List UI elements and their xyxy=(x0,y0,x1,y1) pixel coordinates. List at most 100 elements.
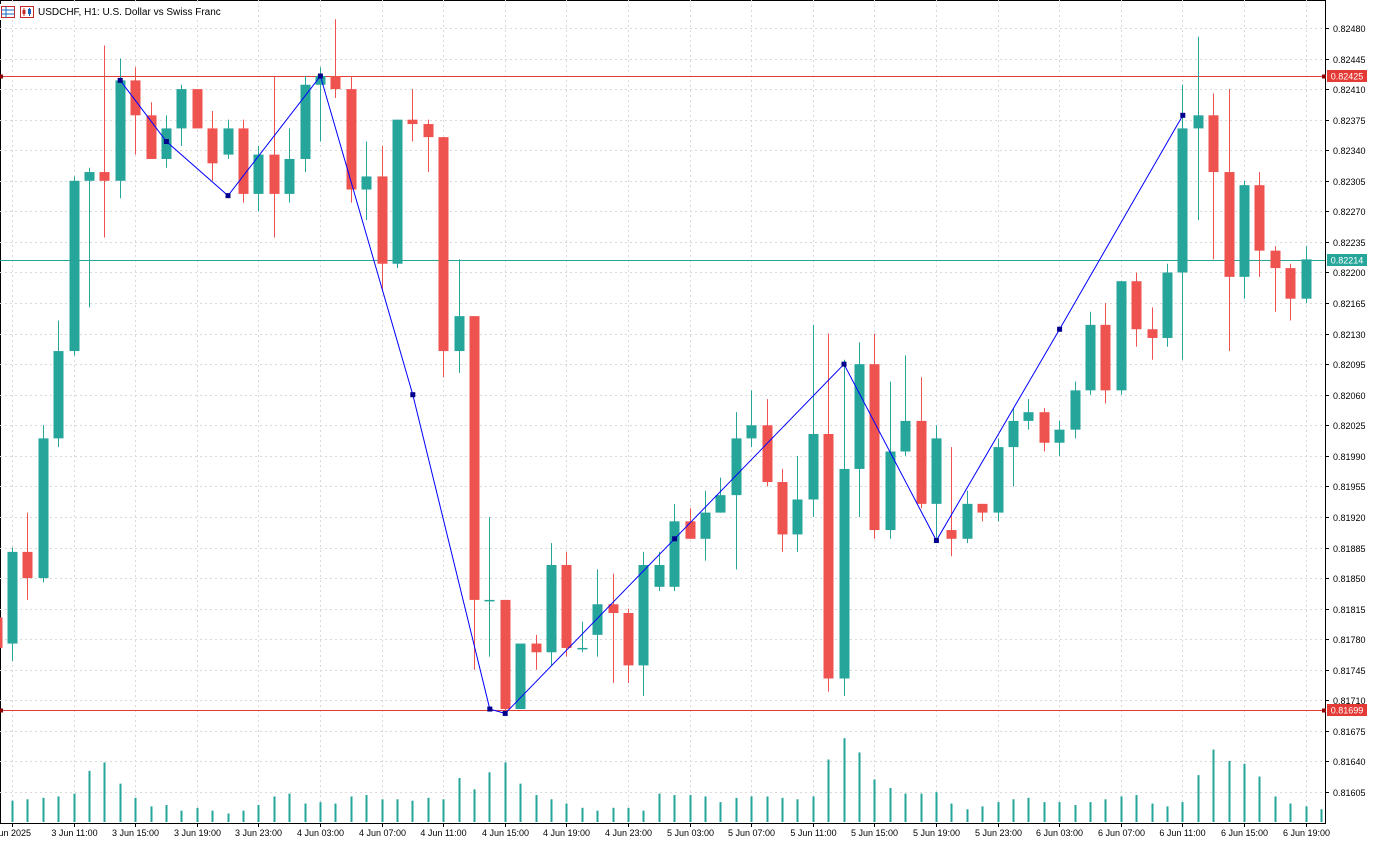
candle-bull xyxy=(715,495,726,513)
candle-bull xyxy=(577,647,588,650)
y-tick-label: 0.81955 xyxy=(1333,482,1366,492)
chart-candles-icon[interactable] xyxy=(20,6,34,18)
level-price-label: 0.81699 xyxy=(1331,706,1364,716)
candle-bull xyxy=(839,468,850,679)
candle-bull xyxy=(1301,259,1312,299)
y-tick-label: 0.82165 xyxy=(1333,299,1366,309)
y-tick-label: 0.81675 xyxy=(1333,727,1366,737)
candle-bear xyxy=(346,89,357,190)
y-tick-label: 0.82130 xyxy=(1333,330,1366,340)
level-line-handle[interactable] xyxy=(1322,708,1326,713)
candle-bull xyxy=(1193,115,1204,129)
y-tick-label: 0.82445 xyxy=(1333,55,1366,65)
x-tick-label: 4 Jun 07:00 xyxy=(359,828,406,838)
trendline-point[interactable] xyxy=(933,538,939,544)
candle-bear xyxy=(623,613,634,666)
y-tick-label: 0.82200 xyxy=(1333,268,1366,278)
zigzag-trendline[interactable] xyxy=(119,74,1184,714)
candle-bear xyxy=(22,551,33,579)
trendline-point[interactable] xyxy=(317,73,323,79)
y-tick-label: 0.81885 xyxy=(1333,544,1366,554)
level-price-badge xyxy=(1327,70,1367,82)
candle-bull xyxy=(1054,429,1065,443)
candle-bull xyxy=(7,551,18,644)
candle-bull xyxy=(654,564,665,587)
x-tick-label: 4 Jun 03:00 xyxy=(297,828,344,838)
x-tick-label: 6 Jun 03:00 xyxy=(1036,828,1083,838)
x-tick-label: 4 Jun 15:00 xyxy=(482,828,529,838)
x-tick-label: 5 Jun 19:00 xyxy=(913,828,960,838)
candle-bear xyxy=(1224,172,1235,277)
candle-bear xyxy=(946,530,957,539)
candle-bull xyxy=(223,128,234,155)
candle-bull xyxy=(638,564,649,666)
x-tick-label: 6 Jun 19:00 xyxy=(1283,828,1330,838)
trendline-point[interactable] xyxy=(672,536,678,542)
trendline-point[interactable] xyxy=(502,710,508,716)
level-line-handle[interactable] xyxy=(0,74,3,79)
candle-bear xyxy=(99,172,110,181)
y-tick-label: 0.81640 xyxy=(1333,757,1366,767)
x-tick-label: 3 Jun 15:00 xyxy=(112,828,159,838)
x-tick-label: 4 Jun 11:00 xyxy=(420,828,466,838)
y-tick-label: 0.81745 xyxy=(1333,666,1366,676)
y-tick-label: 0.81710 xyxy=(1333,696,1366,706)
candle-bear xyxy=(977,503,988,513)
level-price-label: 0.82425 xyxy=(1331,72,1364,82)
trendline-point[interactable] xyxy=(1180,112,1186,118)
trendline-point[interactable] xyxy=(163,139,169,145)
candle-bull xyxy=(1177,128,1188,273)
candle-bull xyxy=(546,564,557,653)
y-tick-label: 0.82340 xyxy=(1333,146,1366,156)
y-tick-label: 0.82025 xyxy=(1333,421,1366,431)
candle-bear xyxy=(685,521,696,539)
x-tick-label: 5 Jun 07:00 xyxy=(728,828,775,838)
candle-bull xyxy=(1085,324,1096,391)
x-tick-label: 3 Jun 11:00 xyxy=(51,828,97,838)
candle-bear xyxy=(146,115,157,159)
candle-bull xyxy=(592,604,603,635)
y-tick-label: 0.82375 xyxy=(1333,116,1366,126)
x-tick-label: 5 Jun 11:00 xyxy=(790,828,836,838)
y-tick-label: 0.82270 xyxy=(1333,207,1366,217)
candle-bear xyxy=(762,425,773,483)
trendline-point[interactable] xyxy=(410,392,416,398)
candle-bull xyxy=(84,172,95,181)
chart-title-bar: USDCHF, H1: U.S. Dollar vs Swiss Franc xyxy=(0,4,225,20)
candle-bull xyxy=(115,80,126,181)
candle-bear xyxy=(0,617,3,648)
y-tick-label: 0.82235 xyxy=(1333,238,1366,248)
candle-bear xyxy=(438,137,449,352)
candle-bear xyxy=(130,80,141,116)
candle-bull xyxy=(792,499,803,535)
current-price-label: 0.82214 xyxy=(1331,256,1364,266)
candle-bull xyxy=(854,364,865,469)
chart-grid-icon[interactable] xyxy=(1,6,15,18)
x-tick-label: 4 Jun 23:00 xyxy=(605,828,652,838)
candle-bull xyxy=(1116,281,1127,391)
candle-bull xyxy=(962,503,973,539)
trendline-point[interactable] xyxy=(225,193,231,199)
candle-bear xyxy=(423,124,434,138)
candle-bear xyxy=(823,434,834,679)
candle-bull xyxy=(69,180,80,352)
candle-bull xyxy=(1239,185,1250,277)
level-line-handle[interactable] xyxy=(0,708,3,713)
candle-bear xyxy=(238,128,249,194)
candle-bull xyxy=(454,316,465,352)
trendline-point[interactable] xyxy=(487,706,493,712)
y-tick-label: 0.82305 xyxy=(1333,177,1366,187)
trendline-point[interactable] xyxy=(117,77,123,83)
level-price-badge xyxy=(1327,704,1367,716)
trendline-point[interactable] xyxy=(841,361,847,367)
candle-bear xyxy=(1208,115,1219,173)
candle-bull xyxy=(746,425,757,439)
level-line-handle[interactable] xyxy=(1322,74,1326,79)
candle-bull xyxy=(38,438,49,579)
x-tick-label: 6 Jun 11:00 xyxy=(1159,828,1205,838)
current-price-badge xyxy=(1327,254,1367,266)
candle-bull xyxy=(515,643,526,710)
candle-bull xyxy=(176,89,187,129)
trendline-point[interactable] xyxy=(1057,326,1063,332)
